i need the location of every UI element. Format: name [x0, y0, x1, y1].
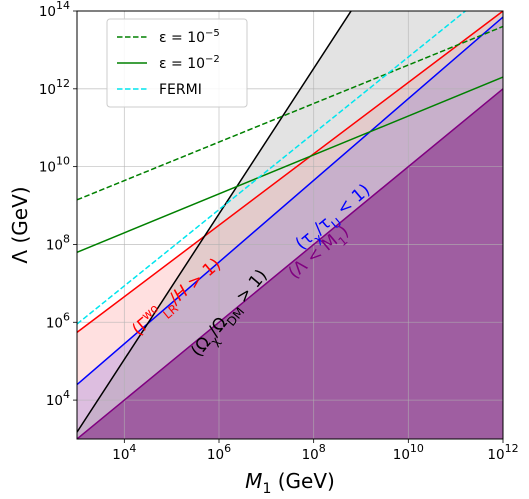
x-axis-ticks: 104 106 108 1010 1012	[112, 439, 519, 463]
y-tick-label-1: 106	[46, 310, 70, 331]
x-tick-label-4: 1012	[487, 442, 518, 463]
x-label-unit: (GeV)	[271, 469, 334, 493]
y-tick-exp-5: 14	[56, 0, 70, 12]
x-tick-base-1: 10	[207, 447, 224, 463]
legend-label-1: ε = 10−2	[159, 54, 220, 72]
series-line-0	[77, 25, 503, 201]
x-tick-exp-0: 4	[129, 442, 136, 455]
y-tick-label-4: 1012	[39, 77, 70, 98]
x-tick-exp-3: 10	[410, 442, 424, 455]
series-line-1	[77, 76, 503, 253]
legend-label-main-1: ε = 10	[159, 56, 205, 72]
x-tick-label-3: 1010	[393, 442, 424, 463]
y-tick-exp-3: 10	[56, 155, 70, 168]
x-tick-base-3: 10	[393, 447, 410, 463]
x-tick-exp-4: 12	[505, 442, 519, 455]
legend-label-2: FERMI	[159, 82, 202, 98]
x-tick-label-1: 106	[207, 442, 231, 463]
y-tick-label-2: 108	[46, 232, 70, 253]
y-tick-label-5: 1014	[39, 0, 70, 20]
y-tick-label-0: 104	[46, 388, 70, 409]
boundary-line-gamma-ratio	[77, 11, 503, 333]
y-tick-exp-0: 4	[63, 388, 70, 401]
boundary-line-omega-ratio	[77, 11, 352, 433]
x-tick-label-0: 104	[112, 442, 136, 463]
x-label-main: M	[245, 469, 262, 493]
legend-label-0: ε = 10−5	[159, 28, 220, 46]
y-tick-base-5: 10	[39, 4, 56, 20]
x-tick-base-4: 10	[487, 447, 504, 463]
x-tick-label-2: 108	[302, 442, 326, 463]
series-line-2	[77, 11, 467, 325]
y-tick-base-1: 10	[46, 315, 63, 331]
legend-label-main-0: ε = 10	[159, 30, 205, 46]
region-fill-omega-ratio	[77, 11, 503, 439]
legend-box	[106, 18, 248, 108]
y-tick-exp-2: 8	[63, 232, 70, 245]
x-axis-label: M1 (GeV)	[245, 469, 335, 497]
x-tick-exp-2: 8	[319, 442, 326, 455]
x-tick-exp-1: 6	[224, 442, 231, 455]
y-tick-exp-4: 12	[56, 77, 70, 90]
y-tick-label-3: 1010	[39, 155, 70, 176]
x-tick-base-2: 10	[302, 447, 319, 463]
x-label-sub: 1	[262, 481, 271, 497]
boundary-line-lambda-lt-m1	[77, 88, 503, 439]
y-tick-exp-1: 6	[63, 310, 70, 323]
legend-label-sup-0: −5	[205, 28, 220, 39]
series-lines	[77, 11, 503, 439]
y-tick-base-0: 10	[46, 393, 63, 409]
region-fill-gamma-ratio	[77, 11, 503, 439]
y-tick-base-2: 10	[46, 237, 63, 253]
plot-frame	[76, 10, 504, 440]
y-tick-base-3: 10	[39, 160, 56, 176]
x-tick-base-0: 10	[112, 447, 129, 463]
region-fill-tau-ratio	[77, 17, 503, 439]
y-tick-base-4: 10	[39, 82, 56, 98]
y-axis-label: Λ (GeV)	[8, 186, 32, 263]
axes-frame	[76, 10, 504, 440]
legend-label-main-2: FERMI	[159, 82, 202, 98]
legend-label-sup-1: −2	[205, 54, 220, 65]
